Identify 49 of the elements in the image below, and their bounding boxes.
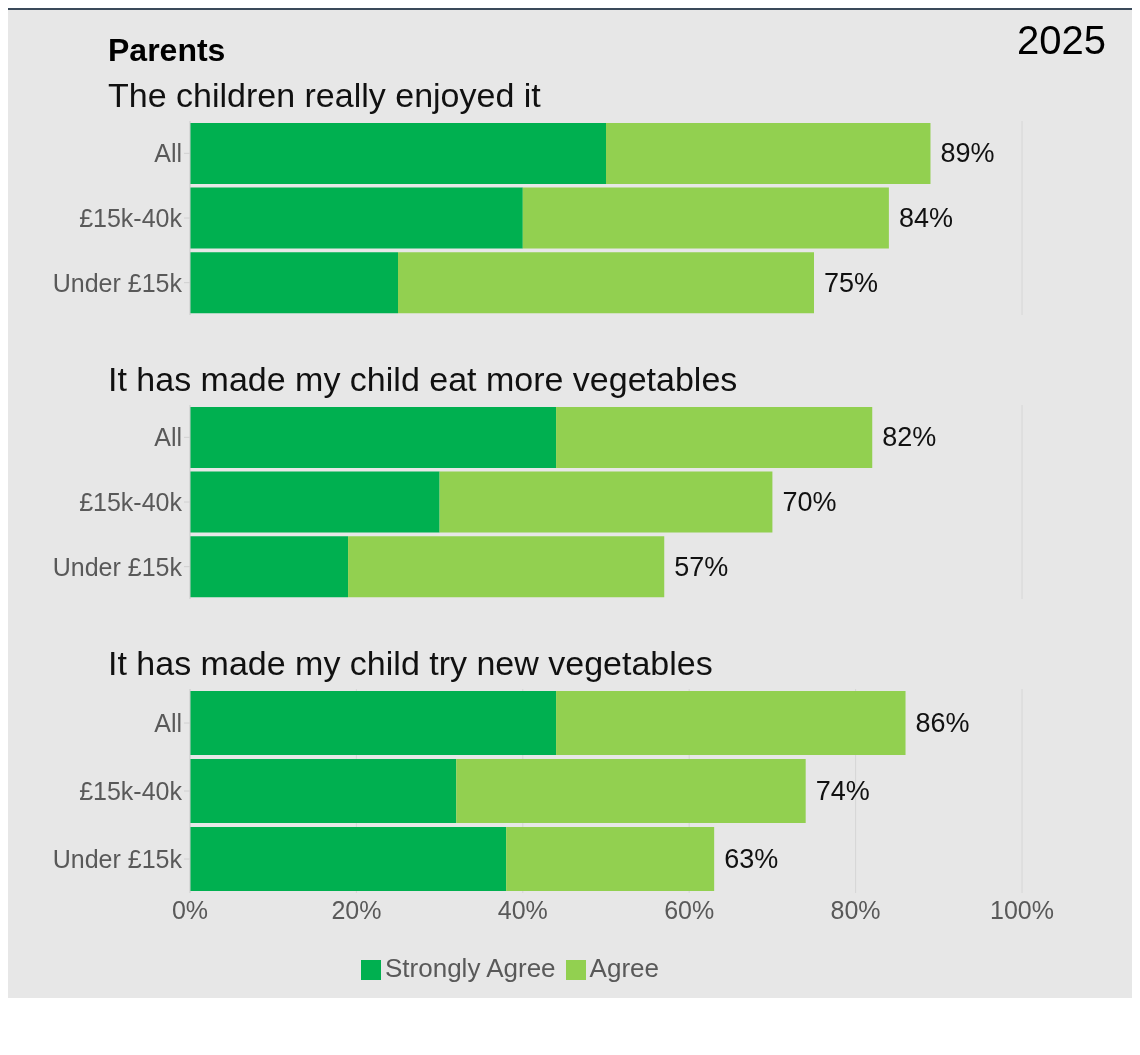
x-tick-label: 40% — [497, 895, 548, 924]
bar — [348, 536, 665, 598]
bar — [190, 471, 440, 533]
x-tick-label: 60% — [664, 895, 715, 924]
legend-label: Agree — [589, 953, 659, 983]
x-tick-label: 20% — [331, 895, 382, 924]
legend-label: Strongly Agree — [385, 953, 556, 983]
bar — [190, 691, 557, 756]
x-tick-label: 100% — [990, 895, 1054, 924]
bar — [556, 691, 906, 756]
chart-title: It has made my child eat more vegetables — [108, 360, 739, 399]
bar — [398, 252, 814, 314]
bar — [190, 536, 349, 598]
text: Parents — [108, 32, 226, 69]
y-tick-label: Under £15k — [52, 268, 183, 297]
bar — [190, 827, 507, 892]
bar — [522, 187, 889, 249]
chart-title: It has made my child try new vegetables — [108, 644, 714, 683]
y-tick-label: £15k-40k — [79, 487, 183, 516]
bar — [606, 122, 931, 184]
bar — [190, 122, 606, 184]
y-tick-label: All — [154, 708, 182, 737]
bar — [190, 406, 557, 468]
y-tick-label: Under £15k — [52, 552, 183, 581]
bar — [190, 252, 398, 314]
y-tick-label: £15k-40k — [79, 776, 183, 805]
text: 2025 — [1017, 18, 1106, 63]
x-tick-label: 0% — [171, 895, 209, 924]
y-tick-label: All — [154, 423, 182, 452]
x-tick-label: 80% — [830, 895, 881, 924]
bar — [439, 471, 773, 533]
bar — [190, 187, 523, 249]
total-label: 75% — [824, 267, 879, 298]
total-label: 63% — [724, 844, 779, 875]
total-label: 84% — [898, 203, 953, 234]
y-tick-label: All — [154, 139, 182, 168]
total-label: 86% — [915, 708, 970, 739]
y-tick-label: £15k-40k — [79, 203, 183, 232]
bar — [456, 759, 806, 824]
bar — [506, 827, 715, 892]
bar — [556, 406, 873, 468]
total-label: 82% — [882, 422, 937, 453]
chart-title: The children really enjoyed it — [108, 76, 542, 115]
y-tick-label: Under £15k — [52, 844, 183, 873]
total-label: 74% — [815, 776, 870, 807]
total-label: 70% — [782, 487, 837, 518]
bar — [190, 759, 457, 824]
total-label: 57% — [674, 551, 729, 582]
total-label: 89% — [940, 138, 995, 169]
